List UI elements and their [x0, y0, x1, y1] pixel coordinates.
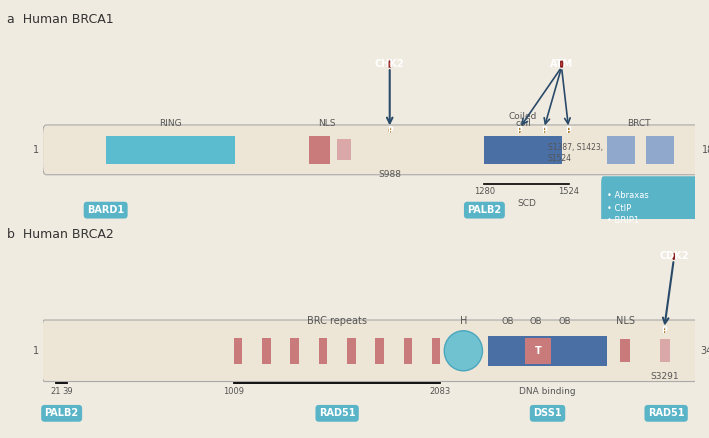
Bar: [309, 136, 330, 164]
Bar: [432, 338, 440, 364]
Text: Coiled: Coiled: [509, 112, 537, 120]
Bar: [337, 139, 351, 160]
Ellipse shape: [445, 331, 483, 371]
Text: PALB2: PALB2: [467, 205, 501, 215]
Bar: [375, 338, 384, 364]
Bar: [403, 338, 412, 364]
Text: ATM: ATM: [550, 59, 573, 69]
Bar: [607, 136, 635, 164]
Text: 1009: 1009: [223, 387, 245, 396]
Bar: [234, 338, 242, 364]
Text: 186: 186: [702, 145, 709, 155]
Text: DSS1: DSS1: [533, 408, 562, 418]
Text: 341: 341: [700, 346, 709, 356]
Text: OB: OB: [559, 318, 571, 326]
Text: P: P: [541, 126, 547, 135]
Bar: [489, 336, 607, 366]
Text: BRCT: BRCT: [627, 119, 650, 128]
Text: 1: 1: [33, 346, 39, 356]
FancyBboxPatch shape: [602, 177, 700, 230]
Text: CHK2: CHK2: [375, 59, 405, 69]
Text: 2083: 2083: [430, 387, 451, 396]
Bar: [646, 136, 674, 164]
Ellipse shape: [389, 61, 391, 67]
Text: • Abraxas: • Abraxas: [607, 191, 649, 200]
Text: b  Human BRCA2: b Human BRCA2: [7, 228, 114, 241]
Text: 1524: 1524: [558, 187, 579, 196]
Circle shape: [543, 128, 545, 132]
Text: P: P: [387, 126, 393, 135]
Ellipse shape: [560, 61, 563, 67]
Text: OB: OB: [530, 318, 542, 326]
Text: S3291: S3291: [650, 372, 679, 381]
Circle shape: [568, 128, 569, 132]
Text: RING: RING: [160, 119, 182, 128]
Text: • BRIP1: • BRIP1: [607, 215, 640, 225]
Bar: [291, 338, 299, 364]
Text: 39: 39: [62, 387, 73, 396]
Text: OB: OB: [501, 318, 513, 326]
Bar: [620, 339, 630, 362]
Circle shape: [519, 128, 520, 132]
Text: NLS: NLS: [616, 316, 635, 326]
Text: RAD51: RAD51: [319, 408, 355, 418]
Text: BRC repeats: BRC repeats: [307, 316, 367, 326]
Bar: [106, 136, 235, 164]
Bar: [484, 136, 562, 164]
Text: coil: coil: [515, 119, 531, 128]
Text: P: P: [517, 126, 523, 135]
Text: BARD1: BARD1: [87, 205, 124, 215]
Text: CDK2: CDK2: [659, 251, 688, 261]
FancyBboxPatch shape: [43, 125, 698, 175]
Ellipse shape: [673, 254, 674, 259]
Text: DNA binding: DNA binding: [519, 387, 576, 396]
Text: T: T: [535, 346, 542, 356]
Text: PALB2: PALB2: [45, 408, 79, 418]
Text: SCD: SCD: [517, 199, 536, 208]
Text: RAD51: RAD51: [648, 408, 684, 418]
Text: 1280: 1280: [474, 187, 495, 196]
Bar: [262, 338, 271, 364]
Circle shape: [389, 128, 391, 132]
Text: S1524: S1524: [547, 154, 571, 163]
Bar: [525, 338, 552, 364]
Bar: [660, 339, 670, 362]
FancyBboxPatch shape: [42, 320, 698, 381]
Text: H: H: [459, 316, 467, 326]
Text: a  Human BRCA1: a Human BRCA1: [7, 13, 113, 26]
Text: 21: 21: [50, 387, 61, 396]
Bar: [318, 338, 328, 364]
Text: S988: S988: [378, 170, 401, 179]
Text: P: P: [566, 126, 571, 135]
Bar: [347, 338, 355, 364]
Text: P: P: [661, 326, 667, 335]
Text: 1: 1: [33, 145, 39, 155]
Text: • CtIP: • CtIP: [607, 204, 632, 212]
Text: S1387, S1423,: S1387, S1423,: [547, 143, 603, 152]
Text: NLS: NLS: [318, 119, 335, 128]
